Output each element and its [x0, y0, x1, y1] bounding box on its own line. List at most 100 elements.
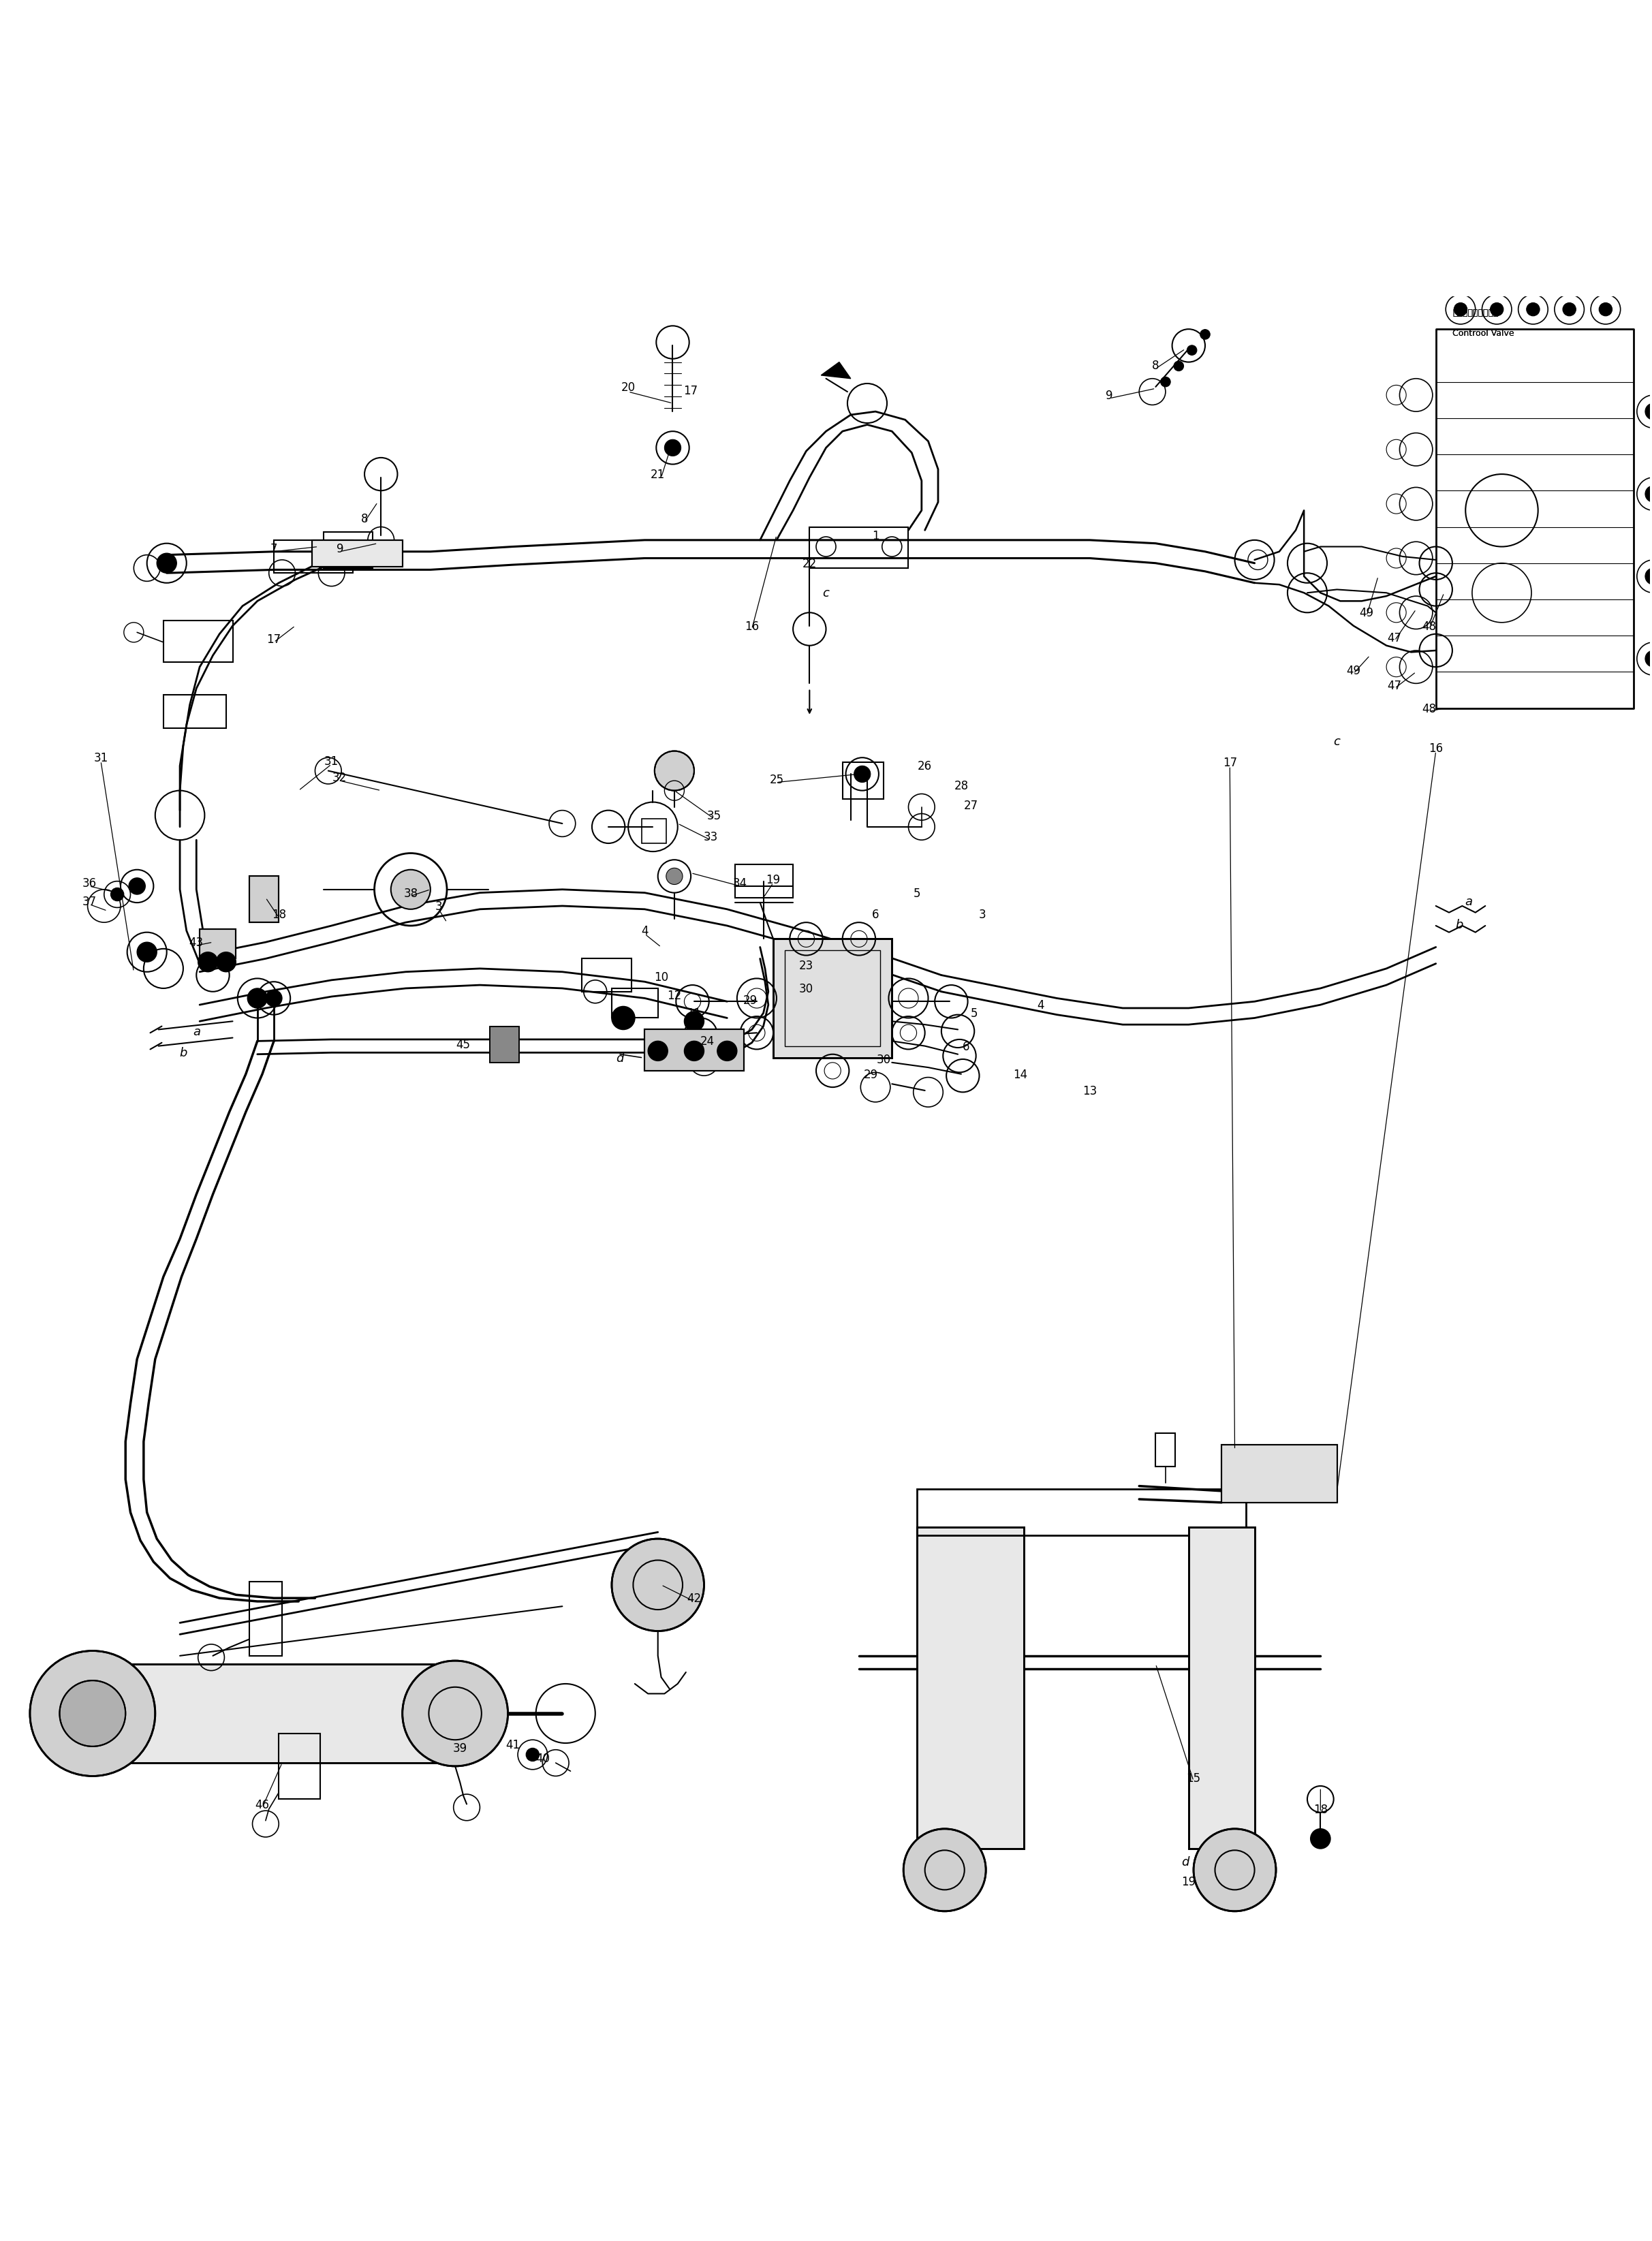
Text: d: d [1181, 1856, 1189, 1869]
Text: 21: 21 [651, 468, 666, 482]
Text: 47: 47 [1388, 679, 1403, 692]
Circle shape [216, 952, 236, 973]
Bar [249, 1582, 282, 1656]
Text: 16: 16 [1429, 742, 1444, 755]
Bar [1188, 1528, 1254, 1849]
Text: 14: 14 [1013, 1069, 1028, 1080]
Bar [644, 1031, 743, 1071]
Text: 30: 30 [800, 982, 813, 995]
Text: 17: 17 [684, 385, 699, 397]
Bar [773, 939, 892, 1058]
Circle shape [648, 1042, 667, 1062]
Text: 15: 15 [1186, 1773, 1201, 1784]
Bar [200, 930, 236, 959]
Text: 17: 17 [266, 634, 281, 645]
Circle shape [525, 1748, 539, 1761]
Bar [809, 527, 909, 569]
Text: 47: 47 [1388, 632, 1403, 643]
Circle shape [1599, 303, 1612, 316]
Text: 9: 9 [1105, 390, 1113, 401]
Text: 44: 44 [210, 955, 223, 966]
Bar [917, 1490, 1246, 1535]
Text: 48: 48 [1422, 621, 1436, 632]
Circle shape [1645, 486, 1652, 502]
Circle shape [611, 1540, 704, 1631]
Bar [279, 1732, 320, 1800]
Bar [489, 1026, 519, 1062]
Text: 39: 39 [453, 1741, 468, 1755]
Text: 11: 11 [687, 1006, 702, 1020]
Circle shape [1193, 1829, 1275, 1912]
Text: 28: 28 [953, 780, 968, 791]
Circle shape [392, 870, 431, 910]
Circle shape [854, 766, 871, 782]
Text: 12: 12 [667, 988, 682, 1002]
Text: 23: 23 [800, 959, 813, 973]
Text: b: b [1455, 919, 1462, 930]
Bar [312, 540, 403, 567]
Text: 19: 19 [1181, 1876, 1196, 1887]
Text: 3: 3 [434, 901, 443, 912]
Text: 46: 46 [254, 1797, 269, 1811]
Circle shape [666, 870, 682, 885]
Text: 35: 35 [707, 809, 722, 822]
Text: 43: 43 [190, 937, 203, 948]
Text: 10: 10 [654, 970, 669, 984]
Bar [274, 540, 354, 574]
Text: 19: 19 [767, 874, 780, 885]
Circle shape [129, 878, 145, 894]
Bar [93, 1665, 456, 1764]
Bar [582, 959, 631, 993]
Text: 49: 49 [1360, 607, 1374, 619]
Text: 8: 8 [1151, 361, 1160, 372]
Text: 17: 17 [1222, 757, 1237, 769]
Circle shape [1454, 303, 1467, 316]
Bar [773, 939, 892, 1058]
Text: c: c [823, 587, 829, 598]
Text: 16: 16 [745, 621, 758, 632]
Circle shape [157, 554, 177, 574]
Circle shape [684, 1042, 704, 1062]
Bar [735, 865, 793, 899]
Bar [312, 540, 403, 567]
Bar [93, 1665, 456, 1764]
Text: 27: 27 [963, 800, 978, 811]
Text: 8: 8 [360, 513, 368, 524]
Circle shape [1186, 345, 1196, 356]
Circle shape [1526, 303, 1540, 316]
Circle shape [30, 1652, 155, 1777]
Circle shape [266, 991, 282, 1006]
Text: コントロールバルブ: コントロールバルブ [1452, 309, 1498, 318]
Circle shape [198, 952, 218, 973]
Circle shape [1645, 650, 1652, 668]
Text: 34: 34 [733, 876, 747, 890]
Text: a: a [1465, 894, 1472, 908]
Text: 42: 42 [687, 1591, 702, 1605]
Text: 25: 25 [770, 773, 783, 787]
Text: 40: 40 [535, 1752, 550, 1764]
Bar [611, 988, 657, 1017]
Text: 38: 38 [403, 887, 418, 899]
Text: 5: 5 [914, 887, 920, 899]
Bar [1221, 1445, 1336, 1504]
Circle shape [904, 1829, 986, 1912]
Text: 6: 6 [963, 1040, 970, 1053]
Text: 32: 32 [332, 771, 347, 784]
Text: 29: 29 [864, 1069, 877, 1080]
Text: 45: 45 [456, 1038, 471, 1051]
Circle shape [248, 988, 268, 1008]
Text: 22: 22 [803, 558, 816, 569]
Bar [1156, 1434, 1176, 1466]
Text: 48: 48 [1422, 701, 1436, 715]
Text: 41: 41 [506, 1739, 520, 1750]
Circle shape [664, 439, 681, 457]
Bar [324, 533, 373, 569]
Bar [249, 876, 279, 923]
Circle shape [1310, 1829, 1330, 1849]
Bar [785, 950, 881, 1047]
Text: d: d [616, 1051, 624, 1064]
Text: 4: 4 [641, 926, 648, 937]
Circle shape [1175, 361, 1184, 372]
Bar [164, 695, 226, 728]
Circle shape [1645, 569, 1652, 585]
